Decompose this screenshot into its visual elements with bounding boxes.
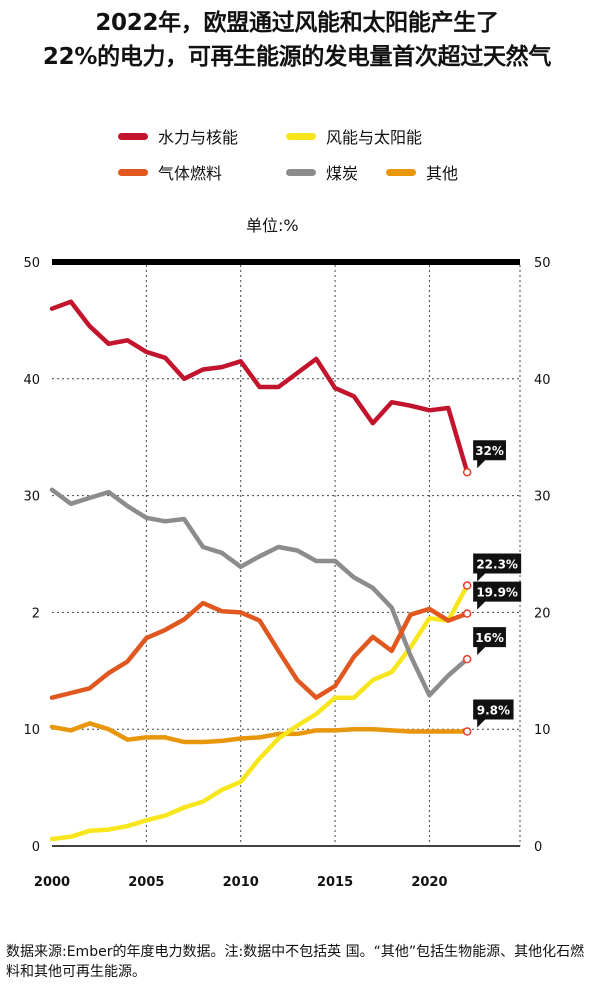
x-tick-label: 2000 [34,875,70,890]
legend-label-coal: 煤炭 [326,164,359,183]
series-line [49,721,470,745]
y-tick-label-left: 40 [23,373,40,388]
x-tick-label: 2005 [128,875,164,890]
legend-item-coal: 煤炭 [286,160,358,184]
end-label-bubble [473,553,522,582]
end-marker [462,581,472,590]
x-tick-label: 2010 [223,875,259,890]
y-tick-label-right: 50 [534,256,551,271]
x-tick-label: 2015 [317,875,353,890]
series-line [49,583,470,842]
legend-item-wind-solar: 风能与太阳能 [286,124,422,148]
y-tick-label-left: 0 [32,840,40,855]
y-tick-label-right: 0 [534,840,542,855]
end-marker [462,467,472,477]
end-marker [462,654,472,664]
legend-swatch-wind-solar [286,132,316,140]
series-line [49,600,470,700]
y-tick-label-left: 10 [23,723,40,738]
end-value-label: 19.9% [476,586,518,600]
legend-label-gas: 气体燃料 [158,164,223,183]
legend-item-other: 其他 [386,160,458,184]
end-value-label: 16% [475,631,504,645]
end-label-bubble [473,627,506,656]
series-line [49,299,470,475]
source-note: 数据来源:Ember的年度电力数据。注:数据中不包括英 国。“其他”包括生物能源… [6,944,585,980]
series-line [49,487,470,698]
legend-label-hydro-nuclear: 水力与核能 [158,128,239,147]
legend-item-hydro-nuclear: 水力与核能 [118,124,238,148]
end-value-label: 9.8% [477,704,510,718]
legend-swatch-hydro-nuclear [118,132,148,140]
end-label-bubble [473,440,506,469]
legend-item-gas: 气体燃料 [118,160,222,184]
end-marker [462,727,472,736]
x-tick-label: 2020 [411,875,447,890]
end-marker [462,609,472,618]
y-tick-label-right: 20 [534,606,551,621]
y-tick-label-left: 50 [23,256,40,271]
chart-title-line-2: 22%的电力，可再生能源的发电量首次超过天然气 [42,44,552,70]
legend-swatch-gas [118,168,148,176]
unit-label: 单位:% [246,216,299,235]
y-tick-label-left: 2 [32,606,40,621]
legend-label-wind-solar: 风能与太阳能 [326,128,423,147]
legend-swatch-coal [286,168,316,176]
y-tick-label-right: 10 [534,723,551,738]
end-value-label: 22.3% [476,558,518,572]
y-tick-label-left: 30 [23,490,40,505]
end-label-bubble [473,581,522,610]
legend-label-other: 其他 [426,164,459,183]
end-value-label: 32% [475,444,504,458]
y-tick-label-right: 30 [534,490,551,505]
legend-swatch-other [386,168,416,176]
chart-title-line-1: 2022年，欧盟通过风能和太阳能产生了 [95,10,499,36]
end-label-bubble [473,699,514,728]
chart-title: 2022年，欧盟通过风能和太阳能产生了 22%的电力，可再生能源的发电量首次超过… [0,6,594,74]
line-chart: 0 0 10 10 2 20 30 30 40 40 50 50 2000 2005 2010 2015 202… [23,256,551,890]
y-tick-label-right: 40 [534,373,551,388]
